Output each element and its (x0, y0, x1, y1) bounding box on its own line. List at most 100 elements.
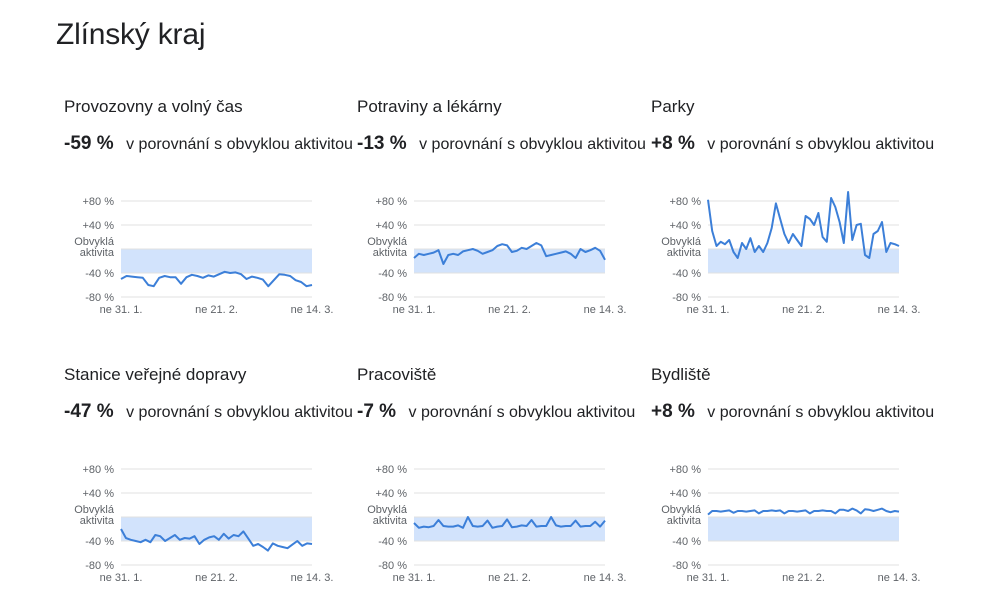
y-tick-label: +80 % (83, 196, 115, 208)
y-tick-label: -80 % (672, 292, 701, 304)
y-tick-label: -80 % (85, 292, 114, 304)
y-tick-label: +40 % (376, 488, 408, 500)
y-tick-label: aktivita (80, 247, 115, 259)
y-tick-label: Obvyklá (661, 504, 702, 516)
comparison-label: v porovnání s obvyklou aktivitou (707, 404, 935, 421)
card-title: Potraviny a lékárny (357, 97, 502, 116)
y-tick-label: Obvyklá (661, 236, 702, 248)
y-tick-label: +80 % (670, 196, 702, 208)
metric-row: +8 % v porovnání s obvyklou aktivitou (651, 133, 934, 155)
mobility-card-transit: Stanice veřejné dopravy -47 % v porovnán… (64, 365, 354, 615)
metric-row: -13 % v porovnání s obvyklou aktivitou (357, 133, 646, 155)
y-tick-label: -40 % (85, 268, 114, 280)
y-tick-label: -40 % (672, 536, 701, 548)
mobility-card-parks: Parky +8 % v porovnání s obvyklou aktivi… (651, 97, 941, 347)
x-tick-label: ne 21. 2. (195, 572, 238, 584)
baseline-band (121, 249, 312, 273)
percent-change: -7 % (357, 401, 397, 422)
x-tick-label: ne 31. 1. (687, 572, 730, 584)
x-tick-label: ne 21. 2. (782, 304, 825, 316)
card-title: Parky (651, 97, 695, 116)
y-tick-label: Obvyklá (74, 504, 115, 516)
series-line (413, 242, 606, 265)
series-line (707, 191, 900, 259)
metric-row: -7 % v porovnání s obvyklou aktivitou (357, 401, 635, 423)
x-tick-label: ne 14. 3. (584, 304, 627, 316)
y-tick-label: aktivita (80, 515, 115, 527)
y-tick-label: +80 % (376, 196, 408, 208)
baseline-band (414, 517, 605, 541)
y-tick-label: -40 % (85, 536, 114, 548)
x-tick-label: ne 31. 1. (393, 572, 436, 584)
series-line (707, 507, 900, 516)
mobility-card-residential: Bydliště +8 % v porovnání s obvyklou akt… (651, 365, 941, 615)
percent-change: -47 % (64, 401, 114, 422)
comparison-label: v porovnání s obvyklou aktivitou (419, 136, 646, 153)
x-tick-label: ne 14. 3. (291, 572, 334, 584)
card-title: Pracoviště (357, 365, 437, 384)
y-tick-label: +80 % (670, 464, 702, 476)
x-tick-label: ne 14. 3. (584, 572, 627, 584)
y-tick-label: +40 % (670, 488, 702, 500)
y-tick-label: -40 % (378, 268, 407, 280)
x-tick-label: ne 31. 1. (393, 304, 436, 316)
x-tick-label: ne 31. 1. (100, 304, 143, 316)
comparison-label: v porovnání s obvyklou aktivitou (126, 136, 353, 153)
y-tick-label: +80 % (376, 464, 408, 476)
y-tick-label: -80 % (378, 560, 407, 572)
card-title: Stanice veřejné dopravy (64, 365, 247, 384)
percent-change: +8 % (651, 133, 695, 154)
mobility-card-retail: Provozovny a volný čas -59 % v porovnání… (64, 97, 354, 347)
series-line (413, 516, 606, 529)
y-tick-label: -40 % (378, 536, 407, 548)
x-tick-label: ne 14. 3. (291, 304, 334, 316)
mobility-card-grocery: Potraviny a lékárny -13 % v porovnání s … (357, 97, 647, 347)
metric-row: -47 % v porovnání s obvyklou aktivitou (64, 401, 353, 423)
x-tick-label: ne 31. 1. (100, 572, 143, 584)
card-title: Provozovny a volný čas (64, 97, 243, 116)
x-tick-label: ne 21. 2. (195, 304, 238, 316)
x-tick-label: ne 14. 3. (878, 572, 921, 584)
y-tick-label: aktivita (667, 515, 702, 527)
x-tick-label: ne 21. 2. (782, 572, 825, 584)
percent-change: -59 % (64, 133, 114, 154)
y-tick-label: -80 % (378, 292, 407, 304)
y-tick-label: Obvyklá (74, 236, 115, 248)
mobility-card-workplaces: Pracoviště -7 % v porovnání s obvyklou a… (357, 365, 647, 615)
y-tick-label: +40 % (376, 220, 408, 232)
y-tick-label: aktivita (373, 515, 408, 527)
y-tick-label: -80 % (672, 560, 701, 572)
y-tick-label: +40 % (83, 220, 115, 232)
baseline-band (708, 517, 899, 541)
y-tick-label: +80 % (83, 464, 115, 476)
series-line (120, 270, 313, 288)
metric-row: +8 % v porovnání s obvyklou aktivitou (651, 401, 934, 423)
card-title: Bydliště (651, 365, 711, 384)
page-title: Zlínský kraj (56, 18, 206, 51)
y-tick-label: -40 % (672, 268, 701, 280)
comparison-label: v porovnání s obvyklou aktivitou (707, 136, 935, 153)
y-tick-label: +40 % (670, 220, 702, 232)
y-tick-label: Obvyklá (367, 504, 408, 516)
y-tick-label: -80 % (85, 560, 114, 572)
y-tick-label: aktivita (373, 247, 408, 259)
comparison-label: v porovnání s obvyklou aktivitou (408, 404, 636, 421)
x-tick-label: ne 14. 3. (878, 304, 921, 316)
x-tick-label: ne 21. 2. (488, 304, 531, 316)
x-tick-label: ne 31. 1. (687, 304, 730, 316)
y-tick-label: +40 % (83, 488, 115, 500)
percent-change: -13 % (357, 133, 407, 154)
metric-row: -59 % v porovnání s obvyklou aktivitou (64, 133, 353, 155)
y-tick-label: Obvyklá (367, 236, 408, 248)
x-tick-label: ne 21. 2. (488, 572, 531, 584)
comparison-label: v porovnání s obvyklou aktivitou (126, 404, 353, 421)
series-line (120, 528, 313, 552)
y-tick-label: aktivita (667, 247, 702, 259)
percent-change: +8 % (651, 401, 695, 422)
